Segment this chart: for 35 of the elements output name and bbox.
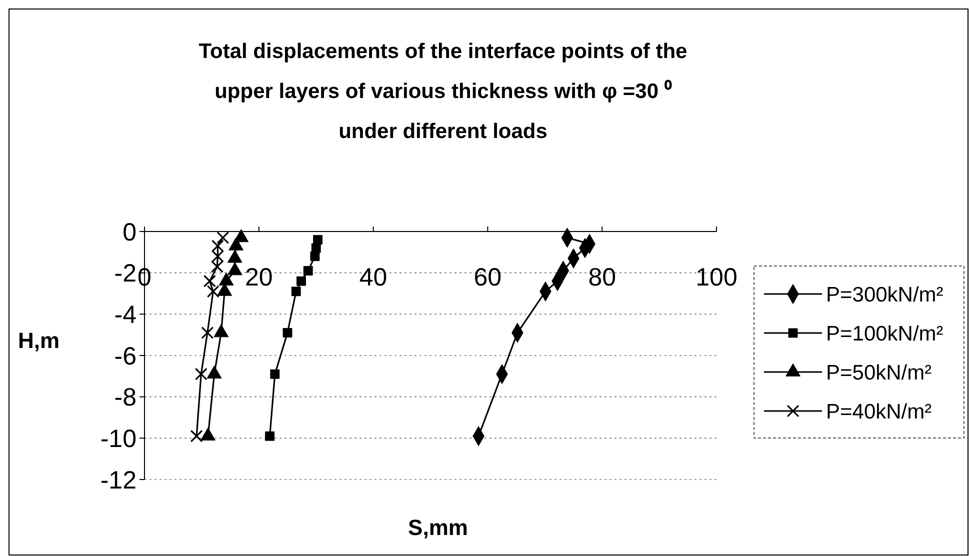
point	[291, 286, 301, 296]
point	[311, 243, 321, 253]
point	[206, 285, 220, 298]
y-tick-label: -10	[100, 424, 136, 453]
point	[310, 252, 320, 262]
y-tick-label: -6	[114, 342, 136, 370]
legend-label: P=50kN/m²	[826, 361, 932, 384]
point	[194, 368, 208, 380]
x-tick-label: 20	[244, 264, 273, 292]
chart-title: Total displacements of the interface points of the upper layers of various thickness with φ =30 ⁰ under different loads	[198, 40, 688, 143]
x-tick-label: 100	[696, 264, 738, 292]
point	[211, 250, 224, 263]
point	[303, 266, 313, 276]
point	[203, 274, 216, 288]
y-tick-label: -8	[114, 384, 136, 412]
legend-label: P=100kN/m²	[826, 322, 944, 346]
legend-label: P=40kN/m²	[826, 400, 932, 424]
x-axis-title: S,mm	[408, 515, 468, 540]
point	[270, 369, 280, 379]
y-tick-label: 0	[122, 218, 136, 246]
point	[201, 326, 214, 340]
point	[282, 328, 292, 338]
y-axis-title: H,m	[18, 328, 60, 353]
point	[210, 260, 224, 273]
x-tick-label: 40	[359, 264, 388, 292]
x-tick-label: 80	[588, 264, 616, 292]
y-tick-label: -12	[100, 466, 136, 494]
point	[296, 276, 306, 286]
point	[216, 231, 230, 244]
x-tick-label: 60	[474, 264, 502, 292]
y-tick-label: -2	[114, 260, 136, 288]
legend-label: P=300kN/m²	[826, 283, 944, 306]
y-tick-label: -4	[114, 300, 137, 329]
point	[190, 430, 203, 442]
point	[265, 431, 274, 441]
